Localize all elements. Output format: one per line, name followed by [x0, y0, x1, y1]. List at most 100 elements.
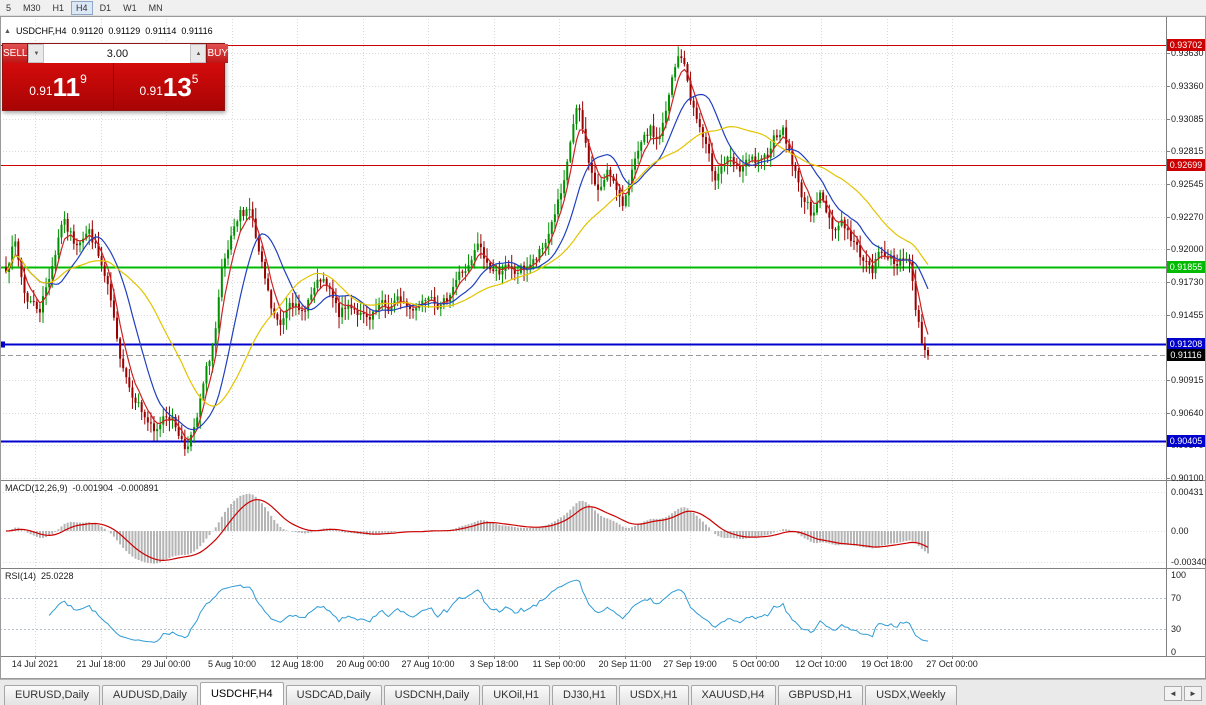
price-scale-tick: 0.91455 [1171, 309, 1204, 320]
chart-tab-usdx-h1[interactable]: USDX,H1 [618, 685, 689, 705]
grid-layer [0, 16, 1206, 679]
rsi-scale-tick: 30 [1171, 623, 1182, 634]
rsi-layer [48, 579, 929, 643]
volume-input[interactable] [44, 44, 191, 63]
chart-tab-usdcad-daily[interactable]: USDCAD,Daily [285, 685, 382, 705]
timeframe-button-5[interactable]: 5 [1, 1, 16, 15]
macd-main-value: -0.001904 [72, 483, 114, 493]
sell-button[interactable]: SELL [3, 44, 29, 63]
timeframe-button-h4[interactable]: H4 [71, 0, 93, 15]
ohlc-open: 0.91120 [71, 26, 104, 36]
price-scale-tick: 0.92270 [1171, 211, 1204, 222]
chart-header: ▲ USDCHF,H4 0.91120 0.91129 0.91114 0.91… [4, 26, 213, 36]
timeframe-toolbar: 5 M30 H1 H4 D1 W1 MN [0, 0, 1206, 16]
price-scale-tick: 0.93085 [1171, 113, 1204, 124]
chart-tab-usdx-weekly[interactable]: USDX,Weekly [865, 685, 957, 705]
buy-price-pip: 5 [191, 72, 199, 86]
price-level-badge[interactable]: 0.92699 [1167, 159, 1205, 172]
chart-tab-eurusd-daily[interactable]: EURUSD,Daily [4, 685, 100, 705]
price-scale-tick: 0.92545 [1171, 178, 1204, 189]
sell-price-big: 11 [52, 71, 81, 102]
chart-symbol-label: USDCHF,H4 [15, 26, 67, 36]
macd-name: MACD(12,26,9) [5, 483, 68, 493]
chart-tab-dj30-h1[interactable]: DJ30,H1 [552, 685, 617, 705]
time-axis-label: 12 Aug 18:00 [270, 659, 324, 669]
chart-tab-gbpusd-h1[interactable]: GBPUSD,H1 [777, 685, 864, 705]
time-axis-label: 11 Sep 00:00 [532, 659, 586, 669]
time-axis-label: 20 Sep 11:00 [598, 659, 652, 669]
volume-control: ▼ ▲ [28, 44, 207, 63]
price-level-badge[interactable]: 0.90405 [1167, 434, 1205, 447]
chart-tab-audusd-daily[interactable]: AUDUSD,Daily [101, 685, 198, 705]
chart-tab-usdcnh-daily[interactable]: USDCNH,Daily [383, 685, 481, 705]
time-axis-label: 3 Sep 18:00 [469, 659, 519, 669]
timeframe-button-m30[interactable]: M30 [18, 1, 46, 15]
macd-scale-tick: -0.00340 [1171, 556, 1206, 567]
ohlc-low: 0.91114 [145, 26, 177, 36]
macd-signal-value: -0.000891 [118, 483, 159, 493]
time-axis-label: 14 Jul 2021 [11, 659, 59, 669]
sell-price[interactable]: 0.91 11 9 [3, 63, 114, 110]
timeframe-button-w1[interactable]: W1 [118, 1, 142, 15]
rsi-scale-tick: 0 [1171, 647, 1177, 657]
time-axis-label: 27 Oct 00:00 [926, 659, 978, 669]
chart-tab-usdchf-h4[interactable]: USDCHF,H4 [199, 682, 284, 705]
ohlc-high: 0.91129 [108, 26, 141, 36]
rsi-name: RSI(14) [5, 571, 37, 581]
price-scale-tick: 0.91730 [1171, 276, 1204, 287]
candlestick-chart[interactable] [0, 16, 1206, 679]
chart-tabs: EURUSD,Daily AUDUSD,Daily USDCHF,H4 USDCAD,… [4, 682, 1160, 705]
time-axis-label: 19 Oct 18:00 [861, 659, 913, 669]
time-axis-label: 21 Jul 18:00 [76, 659, 126, 669]
ohlc-close: 0.91116 [181, 26, 213, 36]
chart-tab-ukoil-h1[interactable]: UKOil,H1 [482, 685, 551, 705]
trade-prices-row: 0.91 11 9 0.91 13 5 [3, 63, 224, 110]
price-scale-tick: 0.93360 [1171, 80, 1204, 91]
timeframe-button-d1[interactable]: D1 [95, 1, 117, 15]
tab-scroll-arrows: ◄ ► [1164, 686, 1202, 705]
collapse-panel-icon[interactable]: ▲ [4, 27, 11, 35]
chart-window[interactable]: ▲ USDCHF,H4 0.91120 0.91129 0.91114 0.91… [0, 16, 1206, 679]
time-axis-label: 12 Oct 10:00 [795, 659, 847, 669]
time-axis-label: 27 Sep 19:00 [663, 659, 717, 669]
rsi-label: RSI(14) 25.0228 [5, 571, 74, 581]
macd-label: MACD(12,26,9) -0.001904 -0.000891 [5, 483, 159, 493]
time-axis-label: 20 Aug 00:00 [336, 659, 390, 669]
price-level-badge[interactable]: 0.91855 [1167, 260, 1205, 273]
chart-tab-xauusd-h4[interactable]: XAUUSD,H4 [690, 685, 776, 705]
trade-controls-row: SELL ▼ ▲ BUY [3, 44, 229, 63]
price-level-badge[interactable]: 0.91116 [1167, 349, 1205, 362]
volume-decrease-button[interactable]: ▼ [28, 44, 45, 63]
moving-averages-layer [5, 68, 929, 441]
timeframe-button-mn[interactable]: MN [144, 1, 168, 15]
rsi-value: 25.0228 [41, 571, 74, 581]
buy-price[interactable]: 0.91 13 5 [114, 63, 224, 110]
sell-price-pip: 9 [80, 72, 87, 86]
macd-scale-tick: 0.00431 [1171, 486, 1204, 497]
price-scale-tick: 0.90640 [1171, 407, 1204, 418]
price-level-badge[interactable]: 0.93702 [1167, 38, 1205, 51]
price-scale-tick: 0.92815 [1171, 146, 1204, 157]
timeframe-button-h1[interactable]: H1 [48, 1, 70, 15]
price-scale-tick: 0.90100 [1171, 472, 1204, 483]
time-axis-label: 29 Jul 00:00 [141, 659, 191, 669]
buy-price-prefix: 0.91 [139, 84, 163, 98]
price-level-badge[interactable]: 0.91208 [1167, 338, 1205, 351]
volume-increase-button[interactable]: ▲ [190, 44, 207, 63]
macd-scale-tick: 0.00 [1171, 526, 1189, 536]
price-scale-tick: 0.92000 [1171, 244, 1204, 255]
tabs-scroll-right-button[interactable]: ► [1184, 686, 1202, 701]
rsi-scale-tick: 70 [1171, 593, 1182, 604]
candles-layer [5, 46, 929, 456]
buy-price-big: 13 [162, 71, 192, 102]
sell-price-prefix: 0.91 [29, 84, 53, 98]
price-scale-tick: 0.90915 [1171, 374, 1204, 385]
buy-button[interactable]: BUY [206, 44, 229, 63]
tabs-scroll-left-button[interactable]: ◄ [1164, 686, 1182, 701]
time-axis-label: 5 Aug 10:00 [207, 659, 257, 669]
frame-layer [0, 16, 1206, 679]
rsi-scale-tick: 100 [1171, 570, 1187, 580]
time-axis-label: 5 Oct 00:00 [732, 659, 780, 669]
